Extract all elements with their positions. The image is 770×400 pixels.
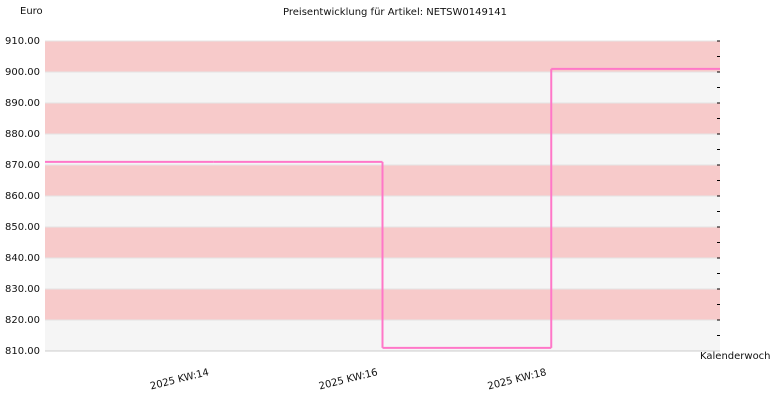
stripe	[45, 134, 720, 165]
y-tick-label: 850.00	[5, 222, 40, 233]
y-tick-label: 820.00	[5, 315, 40, 326]
y-tick-label: 870.00	[5, 160, 40, 171]
x-tick-label: 2025 KW:18	[487, 367, 548, 392]
y-tick-label: 880.00	[5, 129, 40, 140]
y-axis-label: Euro	[20, 6, 43, 17]
y-tick-label: 860.00	[5, 191, 40, 202]
stripe	[45, 41, 720, 72]
stripe	[45, 103, 720, 134]
chart-title: Preisentwicklung für Artikel: NETSW01491…	[283, 7, 507, 18]
x-tick-label: 2025 KW:16	[318, 367, 379, 392]
y-tick-label: 830.00	[5, 284, 40, 295]
y-tick-label: 890.00	[5, 98, 40, 109]
y-tick-label: 910.00	[5, 36, 40, 47]
x-tick-label: 2025 KW:14	[149, 367, 210, 392]
y-tick-label: 840.00	[5, 253, 40, 264]
stripe	[45, 72, 720, 103]
y-tick-label: 810.00	[5, 346, 40, 357]
y-tick-label: 900.00	[5, 67, 40, 78]
x-axis-label: Kalenderwoche	[700, 351, 770, 362]
